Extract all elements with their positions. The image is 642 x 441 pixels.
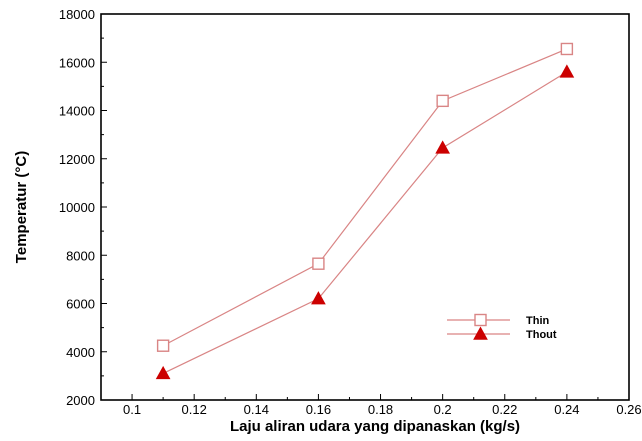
legend-item-thin: Thin	[447, 313, 549, 327]
y-tick-label: 14000	[59, 104, 95, 119]
legend: Thin Thout	[447, 313, 557, 341]
legend-label-thin: Thin	[526, 315, 549, 327]
series-line-thin	[162, 48, 568, 347]
y-tick-label: 8000	[66, 248, 95, 263]
x-tick-label: 0.18	[368, 402, 393, 417]
series-line-thout	[162, 71, 568, 375]
x-tick-label: 0.24	[554, 402, 579, 417]
data-point-thin	[436, 94, 449, 108]
x-tick-label: 0.12	[182, 402, 207, 417]
x-tick-label: 0.1	[123, 402, 141, 417]
x-axis-ticks: 0.1 0.12 0.14 0.16 0.18 0.2 0.22 0.24 0.26	[123, 394, 642, 417]
legend-label-thout: Thout	[526, 329, 557, 341]
data-point-thout	[155, 365, 171, 380]
x-tick-label: 0.22	[492, 402, 517, 417]
data-point-thin	[560, 42, 574, 56]
series-thin	[156, 42, 574, 352]
y-axis-ticks: 2000 4000 6000 8000 10000 12000 14000 16000 1800…	[59, 7, 107, 408]
data-point-thout	[311, 291, 326, 305]
y-tick-label: 10000	[59, 200, 95, 215]
legend-marker-thin	[474, 313, 487, 327]
legend-item-thout: Thout	[447, 326, 557, 341]
y-tick-label: 4000	[66, 345, 95, 360]
x-tick-label: 0.2	[434, 402, 452, 417]
y-tick-label: 18000	[59, 7, 95, 22]
data-point-thin	[312, 257, 325, 270]
x-axis-label: Laju aliran udara yang dipanaskan (kg/s)	[230, 418, 520, 435]
y-tick-label: 12000	[59, 152, 95, 167]
x-tick-label: 0.16	[306, 402, 331, 417]
y-tick-label: 2000	[66, 393, 95, 408]
data-point-thout	[559, 64, 575, 78]
plot-frame	[100, 13, 630, 401]
y-axis-label: Temperatur (°C)	[13, 151, 30, 263]
y-tick-label: 16000	[59, 55, 95, 70]
legend-marker-thout	[473, 326, 488, 340]
y-tick-label: 6000	[66, 297, 95, 312]
data-point-thout	[435, 140, 450, 154]
x-tick-label: 0.14	[244, 402, 269, 417]
x-tick-label: 0.26	[616, 402, 641, 417]
data-point-thin	[156, 339, 170, 352]
series-layer	[155, 42, 575, 380]
series-thout	[155, 64, 575, 380]
